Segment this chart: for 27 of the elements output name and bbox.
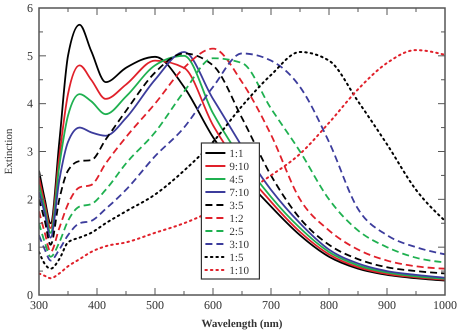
y-tick-label: 1: [27, 240, 33, 254]
y-tick-label: 2: [27, 192, 33, 206]
legend-label: 1:10: [229, 265, 250, 277]
x-tick-label: 400: [88, 298, 106, 312]
y-tick-label: 0: [27, 288, 33, 302]
x-tick-label: 1000: [433, 298, 457, 312]
x-tick-label: 600: [204, 298, 222, 312]
legend-label: 7:10: [229, 187, 250, 199]
x-tick-label: 900: [378, 298, 396, 312]
y-tick-label: 4: [27, 96, 33, 111]
legend-label: 1:1: [229, 148, 244, 160]
x-tick-label: 700: [262, 298, 280, 312]
x-tick-label: 800: [320, 298, 338, 312]
x-tick-label: 300: [30, 298, 48, 312]
legend-label: 9:10: [229, 161, 250, 173]
legend-label: 2:5: [229, 226, 244, 238]
legend-label: 4:5: [229, 174, 244, 186]
x-tick-label: 500: [146, 298, 164, 312]
legend-label: 1:2: [229, 213, 244, 225]
x-axis-title: Wavelength (nm): [202, 318, 283, 330]
legend-label: 3:5: [229, 200, 244, 212]
y-tick-label: 5: [27, 48, 33, 63]
y-axis-title: Extinction: [3, 128, 15, 174]
y-tick-label: 6: [27, 1, 33, 15]
legend-label: 1:5: [229, 252, 244, 264]
legend-label: 3:10: [229, 239, 250, 251]
y-tick-label: 3: [27, 144, 33, 158]
